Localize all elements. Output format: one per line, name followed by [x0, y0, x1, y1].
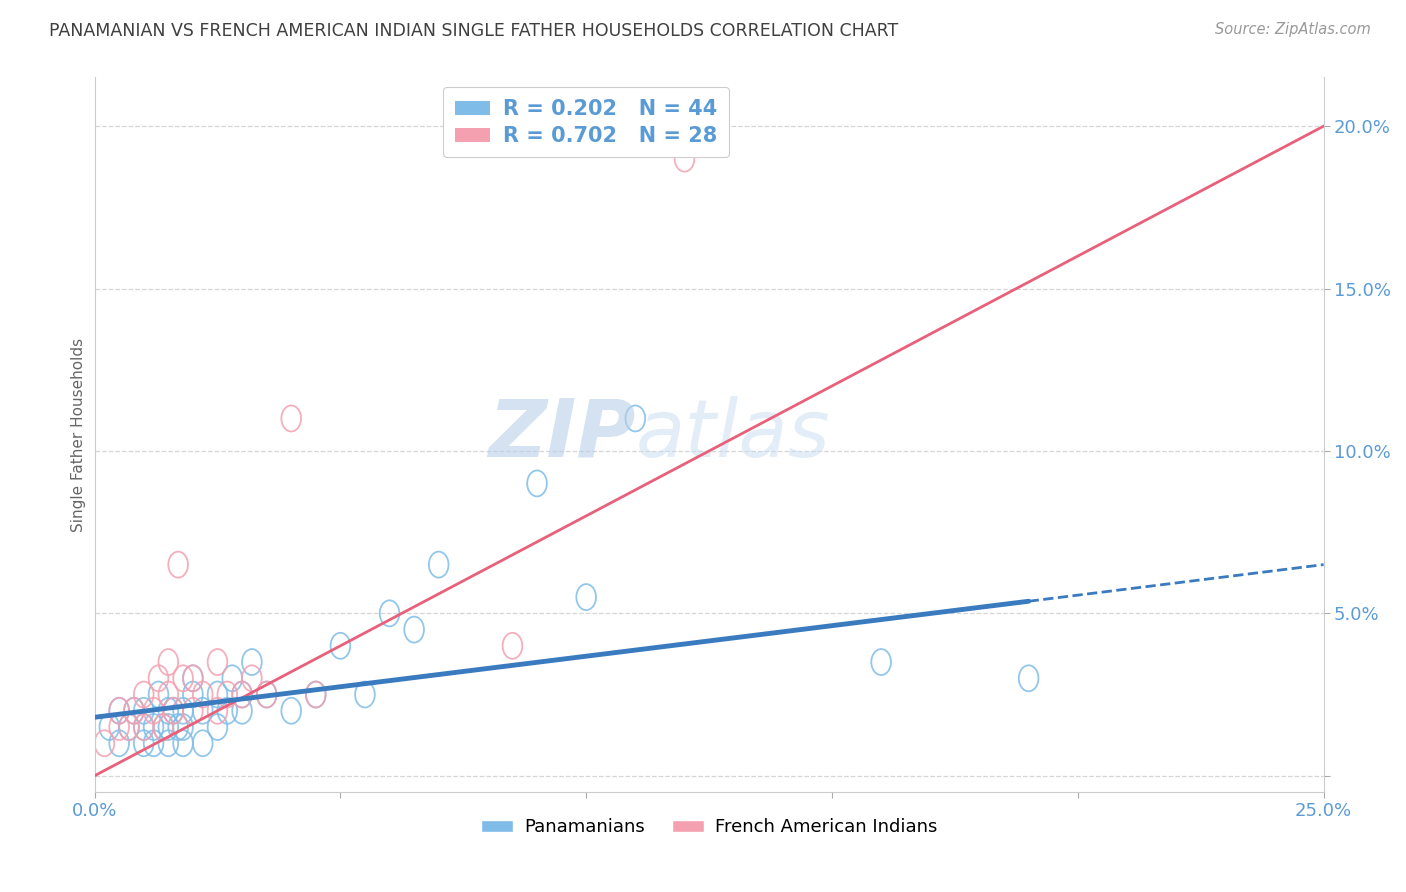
Text: Source: ZipAtlas.com: Source: ZipAtlas.com — [1215, 22, 1371, 37]
Y-axis label: Single Father Households: Single Father Households — [72, 338, 86, 532]
Legend: Panamanians, French American Indians: Panamanians, French American Indians — [474, 811, 945, 844]
Text: ZIP: ZIP — [488, 396, 636, 474]
Text: PANAMANIAN VS FRENCH AMERICAN INDIAN SINGLE FATHER HOUSEHOLDS CORRELATION CHART: PANAMANIAN VS FRENCH AMERICAN INDIAN SIN… — [49, 22, 898, 40]
Text: atlas: atlas — [636, 396, 830, 474]
